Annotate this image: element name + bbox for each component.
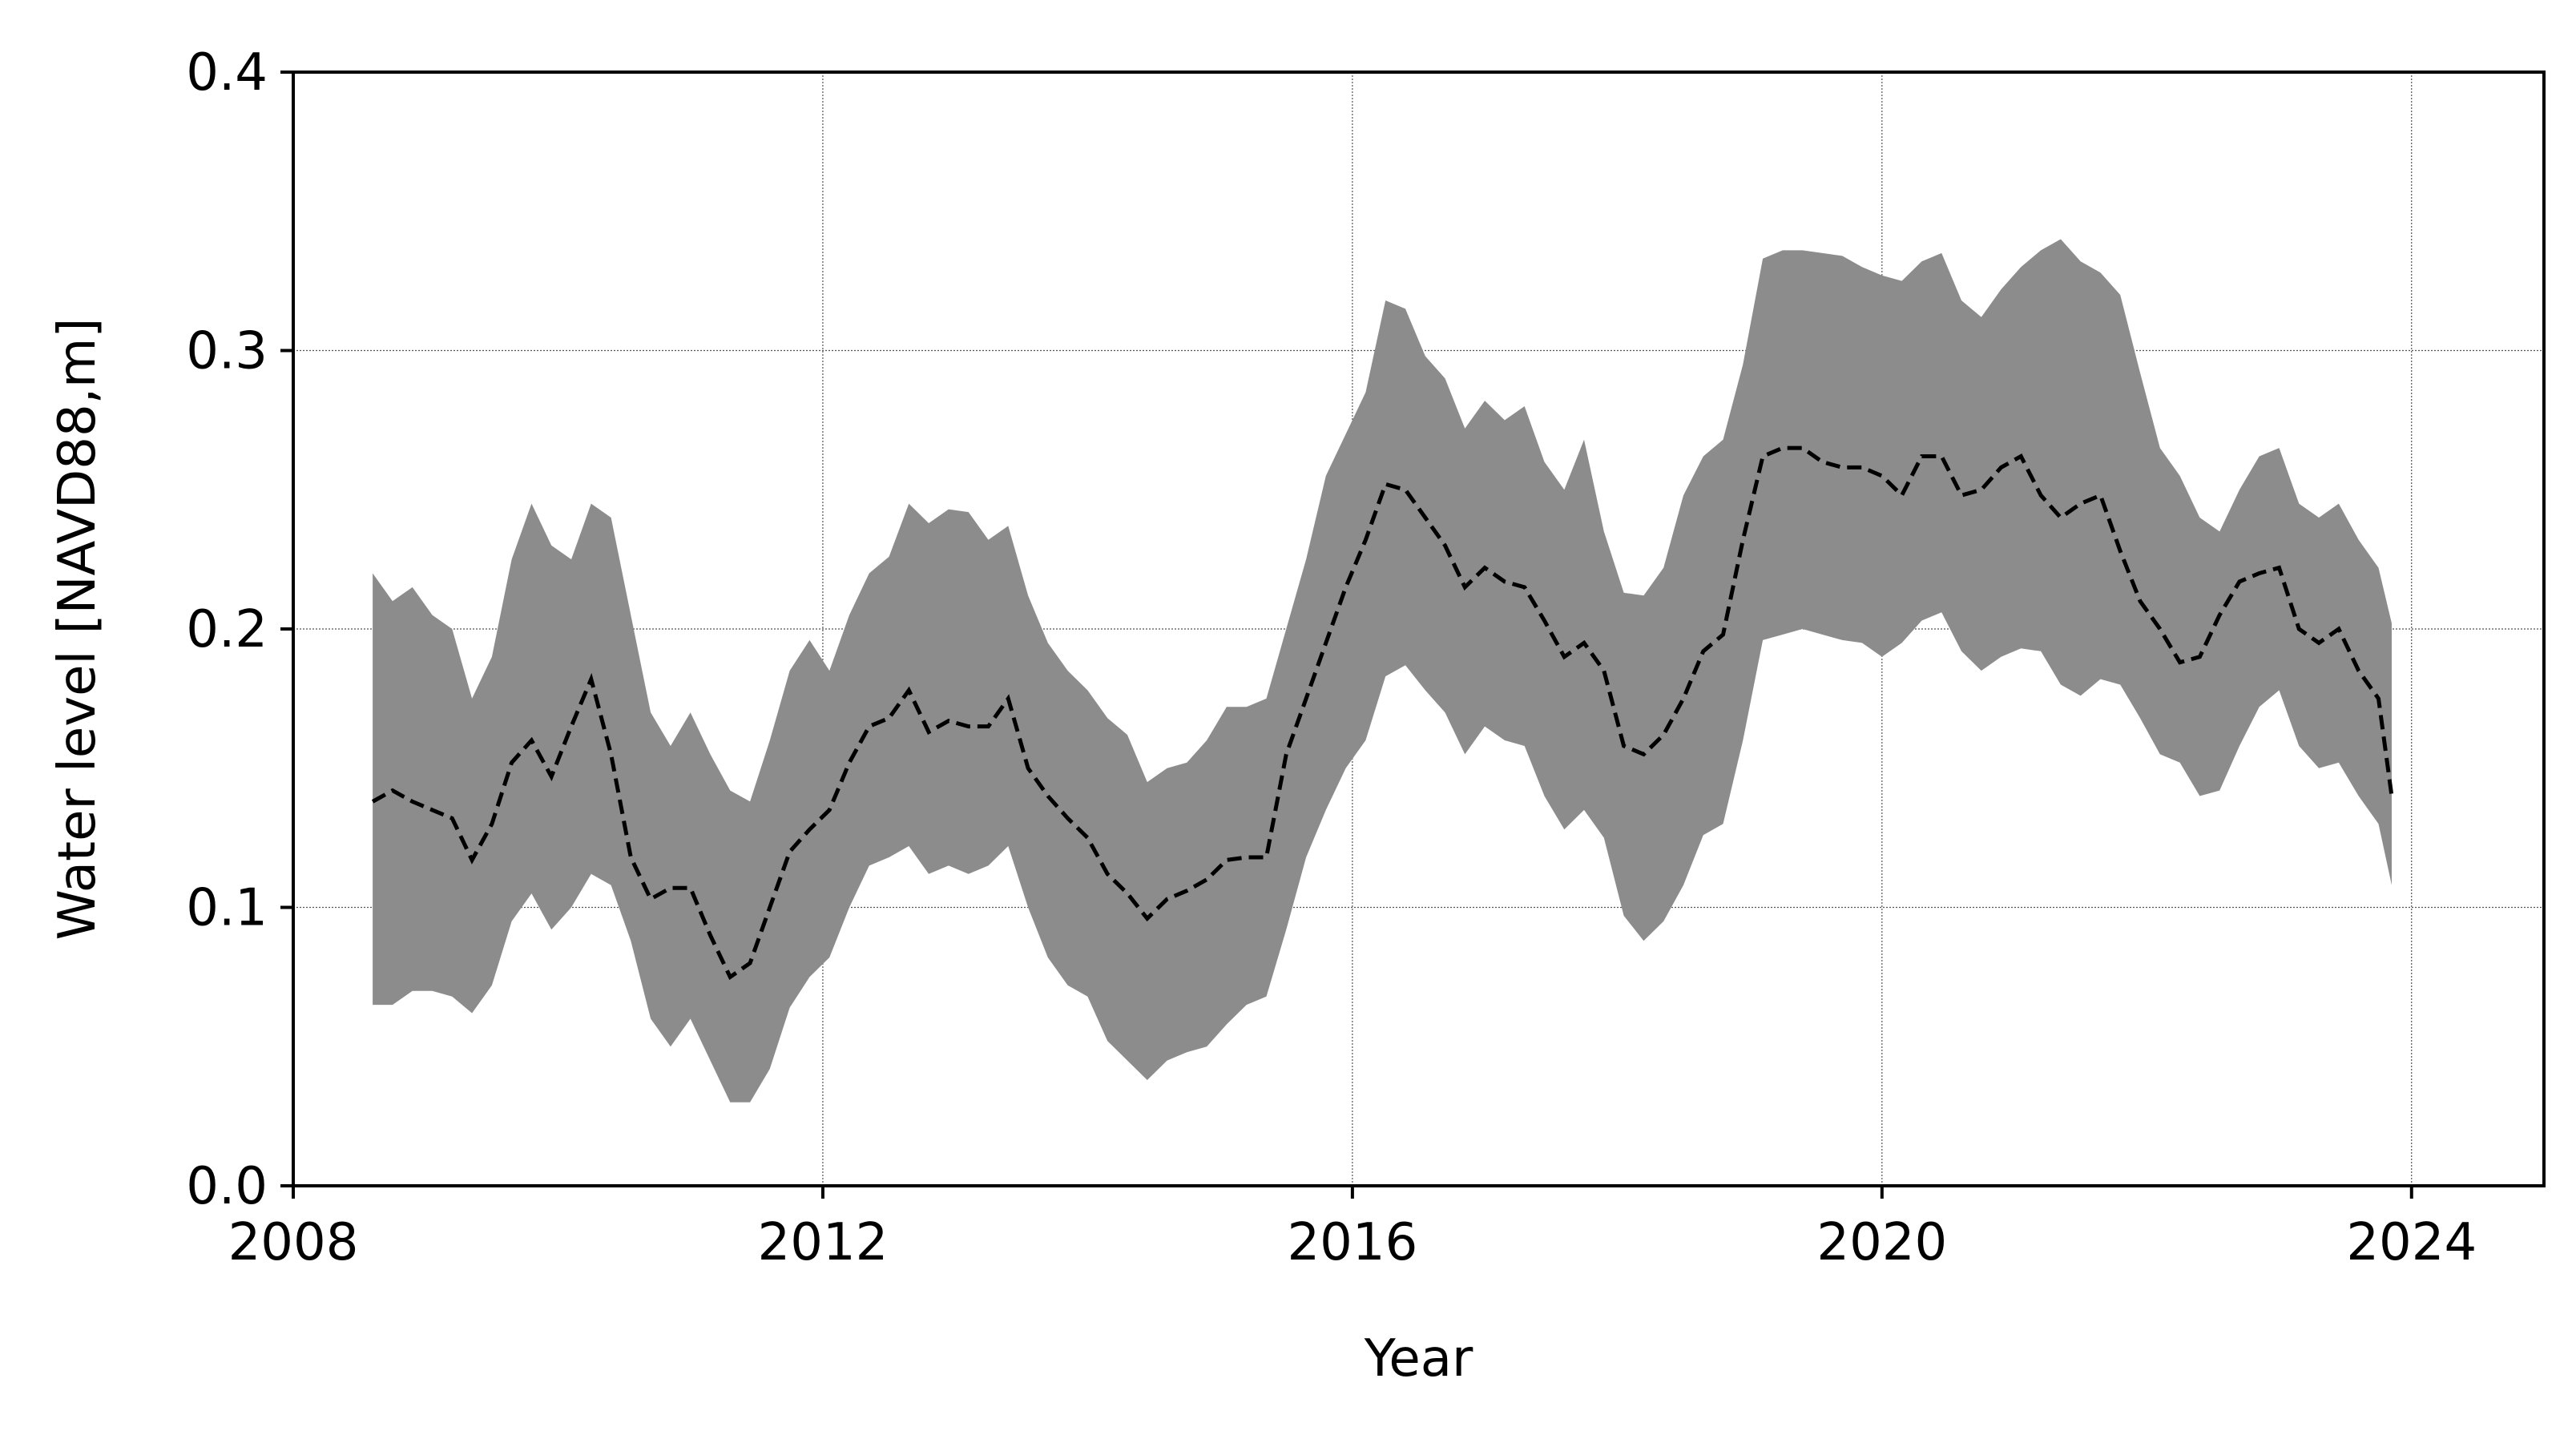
y-tick-label: 0.2 — [186, 600, 268, 659]
x-axis-title: Year — [1364, 1329, 1473, 1389]
y-axis: 0.0 0.1 0.2 0.3 0.4 — [186, 43, 293, 1216]
y-tick-label: 0.1 — [186, 879, 268, 938]
x-tick-label: 2012 — [758, 1213, 889, 1272]
x-tick-label: 2020 — [1816, 1213, 1947, 1272]
y-tick-label: 0.4 — [186, 43, 268, 103]
x-tick-label: 2024 — [2346, 1213, 2477, 1272]
y-tick-label: 0.3 — [186, 322, 268, 381]
x-tick-label: 2016 — [1287, 1213, 1417, 1272]
x-tick-label: 2008 — [228, 1213, 359, 1272]
uncertainty-band — [373, 239, 2392, 1102]
x-axis: 2008 2012 2016 2020 2024 — [228, 1186, 2477, 1272]
y-tick-label: 0.0 — [186, 1157, 268, 1216]
mean-water-level-line — [371, 445, 2394, 981]
y-axis-title: Water level [NAVD88,m] — [48, 318, 107, 941]
